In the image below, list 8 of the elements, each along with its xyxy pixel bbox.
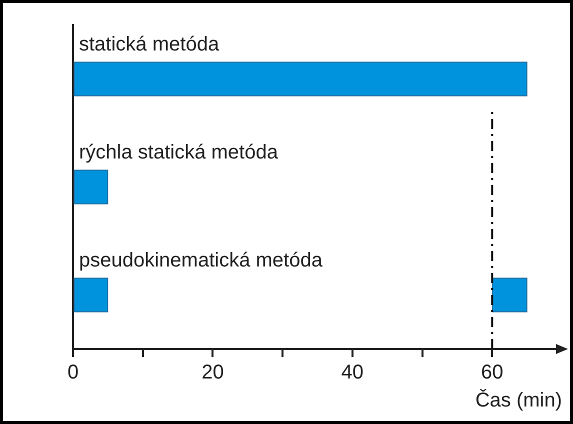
y-tick-label: statická metóda [79,34,220,56]
x-tick-label: 40 [341,362,364,384]
x-tick-label: 0 [67,362,79,384]
y-tick-label: rýchla statická metóda [79,142,279,164]
x-tick-label: 60 [481,362,504,384]
x-tick-label: 20 [202,362,224,384]
y-tick-label: pseudokinematická metóda [79,250,324,272]
x-axis-title: Čas (min) [475,388,562,412]
